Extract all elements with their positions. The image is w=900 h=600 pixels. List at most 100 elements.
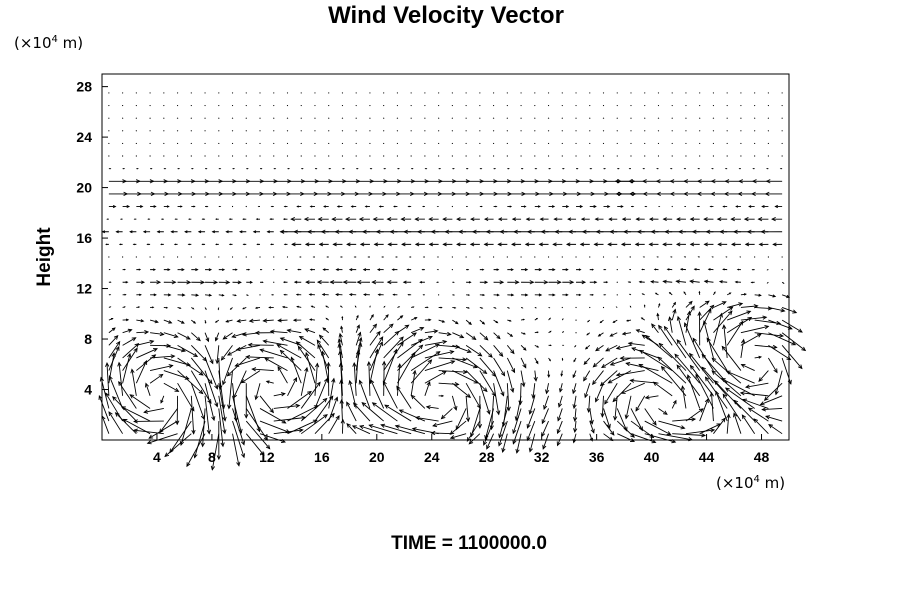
wind-vector	[163, 280, 177, 285]
wind-vector	[630, 205, 635, 208]
wind-vector	[576, 293, 582, 297]
vector-dot	[534, 130, 536, 132]
wind-vector	[479, 345, 493, 358]
wind-vector	[354, 305, 357, 308]
vector-dot	[712, 92, 715, 94]
wind-vector	[328, 396, 339, 422]
wind-vector	[356, 191, 374, 197]
wind-vector	[603, 167, 606, 170]
vector-dot	[534, 92, 536, 94]
wind-vector	[218, 167, 222, 170]
vector-dot	[616, 92, 618, 94]
wind-vector	[452, 281, 455, 283]
wind-vector	[573, 408, 578, 422]
wind-vector	[149, 319, 159, 324]
vector-dot	[506, 256, 508, 258]
wind-vector	[521, 205, 527, 208]
vector-dot	[245, 205, 247, 208]
wind-vector	[589, 268, 595, 271]
vector-dot	[149, 130, 151, 132]
wind-vector	[595, 344, 604, 352]
y-unit-prefix: (×10	[14, 34, 52, 52]
vector-dot	[314, 104, 316, 107]
vector-dot	[767, 142, 769, 145]
vector-dot	[231, 117, 234, 119]
wind-vector	[774, 204, 783, 209]
vector-dot	[781, 117, 783, 119]
wind-vector	[534, 268, 543, 272]
x-tick-label: 8	[208, 449, 216, 465]
wind-vector	[108, 317, 114, 321]
x-unit-suffix: m)	[760, 474, 785, 492]
wind-vector	[169, 420, 192, 454]
vector-dot	[671, 117, 673, 119]
wind-vector	[713, 291, 716, 296]
wind-vector	[292, 318, 302, 322]
vector-dot	[341, 155, 344, 157]
vector-dot	[410, 142, 412, 145]
y-axis-label: Height	[34, 227, 55, 287]
wind-vector	[273, 392, 286, 397]
vector-dot	[300, 130, 302, 132]
wind-vector	[351, 425, 371, 435]
vector-dot	[176, 117, 179, 119]
vector-dot	[589, 306, 591, 309]
wind-vector	[282, 281, 288, 284]
wind-vector	[518, 383, 523, 406]
wind-vector	[465, 370, 488, 393]
wind-vector	[561, 318, 564, 321]
wind-vector	[355, 331, 362, 346]
x-tick-label: 40	[644, 449, 660, 465]
wind-vector	[586, 332, 591, 336]
wind-vector	[204, 332, 210, 343]
wind-vector	[730, 217, 741, 222]
wind-vector	[150, 354, 176, 359]
wind-vector	[479, 307, 484, 309]
wind-vector	[136, 348, 158, 359]
vector-dot	[190, 92, 192, 94]
wind-vector	[122, 293, 127, 296]
wind-vector	[101, 415, 110, 434]
wind-vector	[369, 341, 383, 371]
wind-vector	[177, 280, 192, 285]
wind-vector	[108, 345, 120, 371]
vector-dot	[506, 104, 508, 107]
wind-vector	[743, 217, 755, 222]
wind-vector	[479, 383, 491, 415]
wind-vector	[314, 191, 333, 197]
wind-vector	[557, 395, 563, 408]
vector-dot	[163, 104, 165, 107]
vector-dot	[630, 155, 632, 157]
wind-vector	[352, 402, 371, 422]
wind-vector	[641, 334, 659, 346]
wind-vector	[108, 335, 119, 346]
wind-vector	[548, 344, 552, 347]
wind-vector	[643, 304, 646, 308]
wind-vector	[106, 218, 109, 220]
wind-vector	[122, 280, 129, 284]
y-unit-label: (×104 m)	[14, 34, 83, 52]
wind-vector	[697, 311, 702, 346]
wind-vector	[452, 332, 465, 339]
wind-vector	[520, 332, 526, 335]
wind-vector	[534, 167, 538, 170]
wind-vector	[108, 340, 121, 359]
vector-dot	[438, 104, 440, 107]
wind-vector	[747, 407, 769, 422]
vector-dot	[135, 256, 137, 258]
wind-vector	[617, 433, 636, 442]
wind-vector	[628, 293, 632, 296]
wind-vector	[136, 167, 139, 170]
wind-vector	[193, 420, 206, 459]
wind-vector	[260, 268, 263, 271]
vector-dot	[561, 92, 563, 94]
wind-vector	[240, 370, 261, 384]
wind-vector	[726, 320, 744, 346]
wind-vector	[321, 293, 329, 297]
vector-dot	[506, 155, 508, 157]
vector-dot	[657, 130, 660, 132]
wind-vector	[147, 218, 151, 220]
wind-vector	[507, 167, 510, 170]
wind-vector	[370, 379, 385, 409]
wind-vector	[615, 191, 631, 197]
